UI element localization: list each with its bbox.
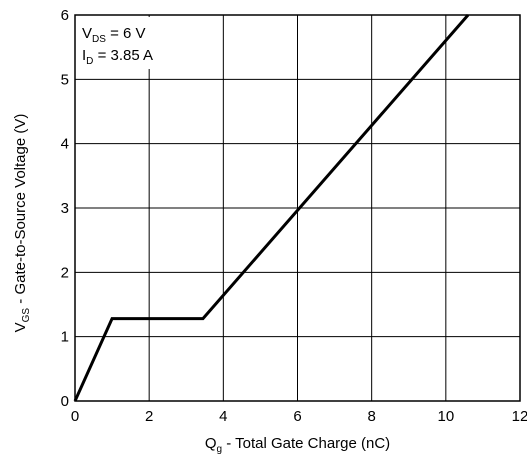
y-axis-label-text: - Gate-to-Source Voltage (V) bbox=[12, 114, 29, 308]
series-line-0 bbox=[73, 14, 470, 402]
x-axis-label-subscript: g bbox=[216, 444, 222, 455]
annotation-vds: VDS = 6 V bbox=[82, 25, 146, 45]
grid bbox=[75, 15, 520, 401]
series-layer bbox=[73, 14, 470, 402]
annotation-vds-symbol: V bbox=[82, 25, 92, 42]
y-tick-label-1: 1 bbox=[61, 329, 69, 346]
x-tick-label-6: 12 bbox=[512, 408, 527, 425]
y-axis-label-symbol: V bbox=[12, 322, 29, 332]
x-tick-label-3: 6 bbox=[293, 408, 301, 425]
x-axis-label: Qg - Total Gate Charge (nC) bbox=[205, 435, 390, 455]
y-tick-label-4: 4 bbox=[61, 136, 69, 153]
annotation-vds-value: = 6 V bbox=[106, 25, 146, 42]
x-tick-label-5: 10 bbox=[437, 408, 454, 425]
y-axis-label: VGS - Gate-to-Source Voltage (V) bbox=[12, 114, 32, 333]
y-tick-label-5: 5 bbox=[61, 71, 69, 88]
y-tick-label-0: 0 bbox=[61, 393, 69, 410]
x-tick-label-0: 0 bbox=[71, 408, 79, 425]
y-tick-label-6: 6 bbox=[61, 7, 69, 24]
annotation-id-symbol: I bbox=[82, 47, 86, 64]
x-axis-label-symbol: Q bbox=[205, 435, 217, 452]
y-tick-label-2: 2 bbox=[61, 264, 69, 281]
plot-frame bbox=[74, 14, 521, 402]
x-axis-label-text: - Total Gate Charge (nC) bbox=[222, 435, 390, 452]
annotation-id-subscript: D bbox=[86, 56, 93, 67]
annotation-id-value: = 3.85 A bbox=[93, 47, 153, 64]
y-tick-label-3: 3 bbox=[61, 200, 69, 217]
annotation-background bbox=[77, 17, 217, 69]
annotation-box: VDS = 6 V ID = 3.85 A bbox=[77, 17, 217, 69]
x-tick-label-2: 4 bbox=[219, 408, 227, 425]
x-tick-label-4: 8 bbox=[367, 408, 375, 425]
annotation-id: ID = 3.85 A bbox=[82, 47, 153, 67]
x-tick-label-1: 2 bbox=[145, 408, 153, 425]
y-axis-label-subscript: GS bbox=[21, 308, 32, 323]
annotation-vds-subscript: DS bbox=[92, 34, 106, 45]
